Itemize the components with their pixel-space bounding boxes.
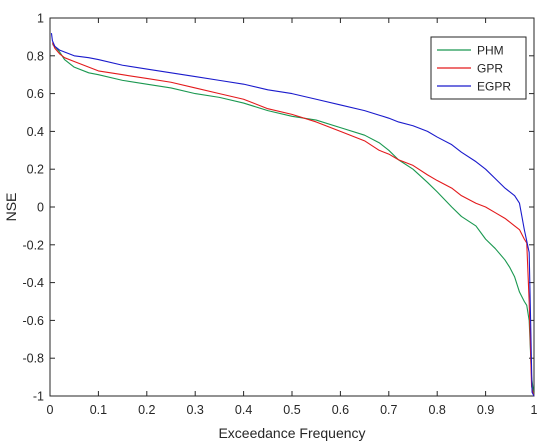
- series-line-gpr: [51, 42, 535, 397]
- x-tick-label: 0.3: [187, 403, 204, 417]
- y-tick-label: -0.6: [22, 314, 44, 328]
- x-tick-label: 0.1: [90, 403, 107, 417]
- series-lines: [50, 33, 535, 397]
- y-tick-label: 0.4: [27, 125, 44, 139]
- y-axis-label: NSE: [3, 193, 19, 222]
- legend: PHM GPR EGPR: [430, 36, 527, 100]
- y-tick-label: -0.8: [22, 352, 44, 366]
- y-tick-label: 0.8: [27, 49, 44, 63]
- legend-label: GPR: [477, 62, 503, 76]
- series-line-phm: [52, 44, 535, 397]
- x-tick-label: 0.5: [283, 403, 300, 417]
- x-tick-label: 0.8: [429, 403, 446, 417]
- x-tick-label: 1: [531, 403, 538, 417]
- y-tick-label: -1: [33, 390, 44, 404]
- legend-label: EGPR: [477, 80, 511, 94]
- y-tick-label: 0.6: [27, 87, 44, 101]
- x-tick-label: 0.6: [332, 403, 349, 417]
- x-tick-label: 0.7: [380, 403, 397, 417]
- y-tick-label: -0.2: [22, 238, 44, 252]
- x-tick-label: 0: [47, 403, 54, 417]
- y-tick-label: -0.4: [22, 276, 44, 290]
- legend-label: PHM: [477, 44, 504, 58]
- x-tick-label: 0.2: [138, 403, 155, 417]
- y-tick-label: 1: [37, 12, 44, 26]
- x-axis-label: Exceedance Frequency: [218, 425, 365, 441]
- series-line-egpr: [50, 33, 535, 397]
- axis-ticks: 0 0.1 0.2 0.3 0.4 0.5 0.6 0.7 0.8 0.9 1 -1 -0.8 -0.6 -…: [22, 12, 537, 418]
- y-tick-label: 0: [37, 201, 44, 215]
- y-tick-label: 0.2: [27, 163, 44, 177]
- x-tick-label: 0.4: [235, 403, 252, 417]
- x-tick-label: 0.9: [477, 403, 494, 417]
